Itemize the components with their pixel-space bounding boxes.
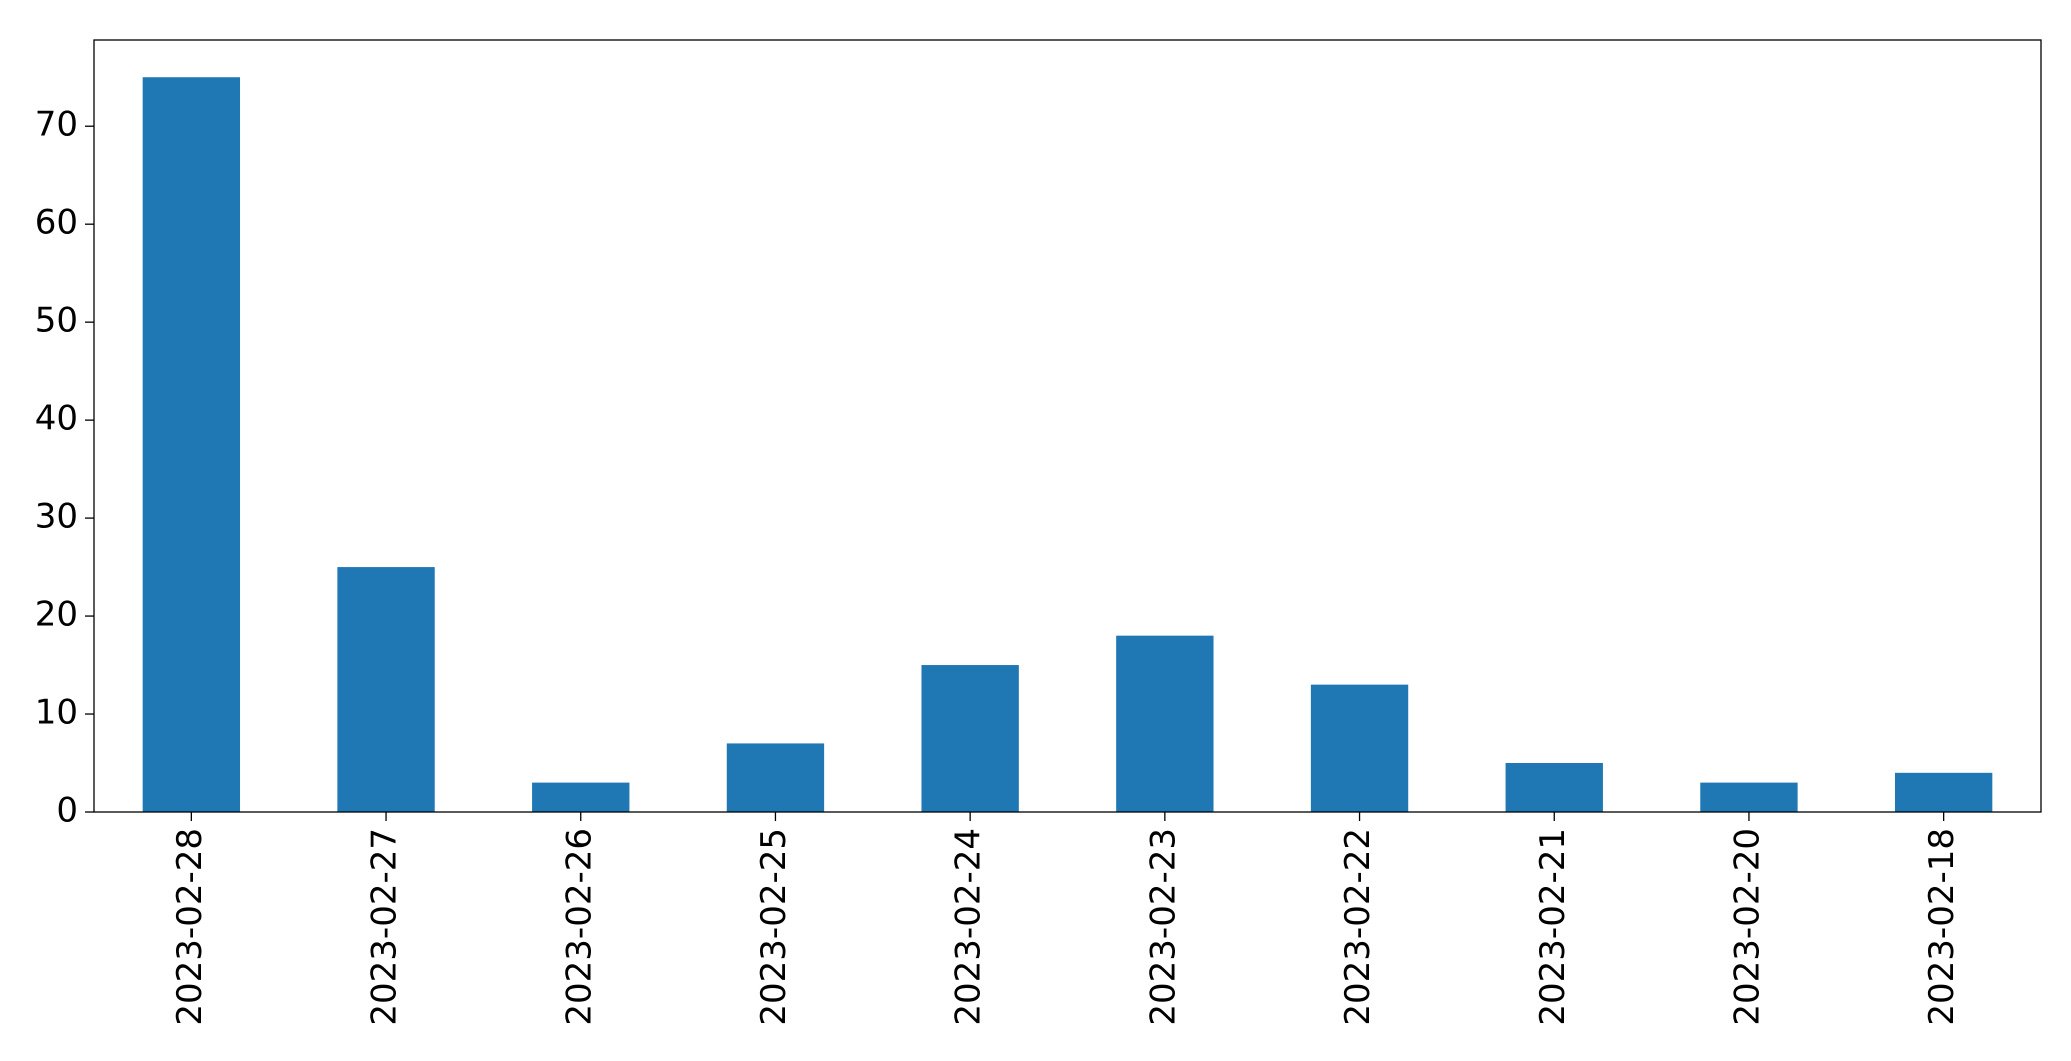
x-tick-label: 2023-02-23 [1143, 828, 1183, 1026]
bar [142, 77, 241, 813]
bar [1310, 684, 1409, 812]
x-tick-label: 2023-02-28 [170, 828, 210, 1026]
bar [726, 743, 825, 812]
x-tick-label: 2023-02-18 [1922, 828, 1962, 1026]
x-tick-label: 2023-02-22 [1338, 828, 1378, 1026]
x-tick-label: 2023-02-20 [1727, 828, 1767, 1026]
bar [1505, 763, 1603, 812]
bar [1894, 772, 1993, 812]
bar [1700, 782, 1798, 812]
y-tick-label: 10 [35, 693, 78, 733]
x-tick-label: 2023-02-21 [1533, 828, 1573, 1026]
bar [1116, 635, 1214, 812]
bar [921, 665, 1019, 812]
y-tick-label: 50 [35, 301, 78, 341]
bar [337, 567, 435, 812]
y-tick-label: 0 [56, 791, 78, 831]
y-tick-label: 30 [35, 497, 78, 537]
plot-frame [93, 39, 2042, 813]
y-tick-label: 60 [35, 203, 78, 243]
y-tick-label: 70 [35, 105, 78, 145]
bar [532, 782, 630, 812]
x-tick-label: 2023-02-27 [365, 828, 405, 1026]
y-tick-label: 20 [35, 595, 78, 635]
x-tick-label: 2023-02-25 [754, 828, 794, 1026]
y-tick-label: 40 [35, 399, 78, 439]
x-tick-label: 2023-02-26 [559, 828, 599, 1026]
x-tick-label: 2023-02-24 [949, 828, 989, 1026]
